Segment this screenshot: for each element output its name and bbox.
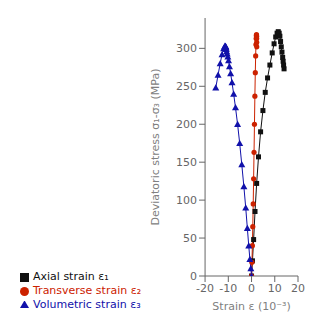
svg-text:Strain ε (10⁻³): Strain ε (10⁻³)	[212, 300, 290, 312]
svg-text:50: 50	[183, 232, 197, 245]
svg-text:100: 100	[176, 194, 197, 207]
svg-text:150: 150	[176, 156, 197, 169]
svg-text:250: 250	[176, 80, 197, 93]
svg-text:-20: -20	[196, 282, 214, 295]
svg-text:-10: -10	[219, 282, 237, 295]
svg-text:10: 10	[268, 282, 282, 295]
svg-text:0: 0	[190, 270, 197, 283]
svg-text:Deviatoric stress σ₁-σ₃ (MPa): Deviatoric stress σ₁-σ₃ (MPa)	[149, 69, 162, 226]
svg-text:200: 200	[176, 118, 197, 131]
html-text:Axial strain ε₁: Axial strain ε₁	[33, 270, 109, 283]
html-text:Volumetric strain ε₃: Volumetric strain ε₃	[33, 298, 141, 311]
svg-text:20: 20	[291, 282, 305, 295]
html-text:Transverse strain ε₂: Transverse strain ε₂	[33, 284, 142, 297]
svg-text:300: 300	[176, 42, 197, 55]
svg-text:0: 0	[248, 282, 255, 295]
